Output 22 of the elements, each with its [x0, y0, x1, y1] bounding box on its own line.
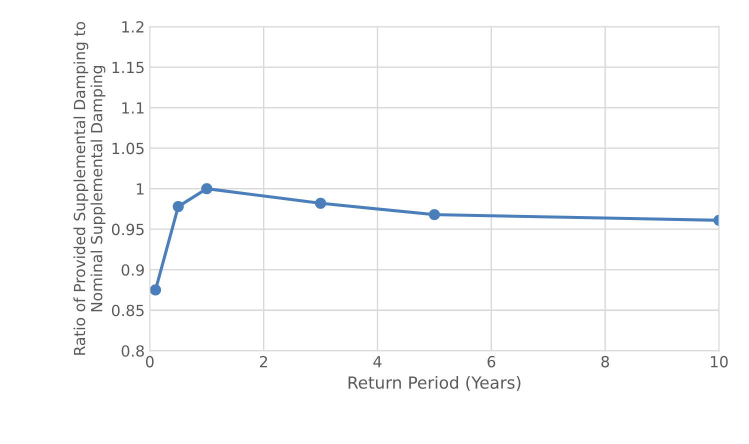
- y-tick-label: 0.9: [122, 264, 144, 276]
- y-tick-label: 0.95: [112, 224, 144, 236]
- y-axis-title: Ratio of Provided Supplemental Damping to Nominal Supplemental Damping: [73, 22, 106, 355]
- y-tick-label: 1.2: [122, 21, 144, 32]
- point: [172, 200, 184, 212]
- x-tick-label: 10: [711, 356, 728, 368]
- point: [201, 183, 212, 194]
- y-tick-label: 0.8: [122, 345, 144, 357]
- x-tick-label: 0: [146, 356, 154, 368]
- point: [428, 209, 440, 220]
- x-tick-label: 8: [601, 356, 610, 368]
- y-tick-label: 1.15: [112, 62, 144, 74]
- x-axis-title: Return Period (Years): [348, 376, 520, 391]
- point: [315, 198, 326, 209]
- point: [150, 284, 162, 296]
- y-tick-label: 0.85: [112, 304, 144, 316]
- y-tick-label: 1.1: [122, 102, 144, 114]
- y-tick-label: 1: [136, 183, 144, 195]
- y-tick-label: 1.05: [112, 142, 144, 154]
- x-tick-label: 6: [488, 356, 496, 368]
- x-tick-label: 2: [260, 356, 267, 368]
- x-tick-label: 4: [373, 356, 382, 368]
